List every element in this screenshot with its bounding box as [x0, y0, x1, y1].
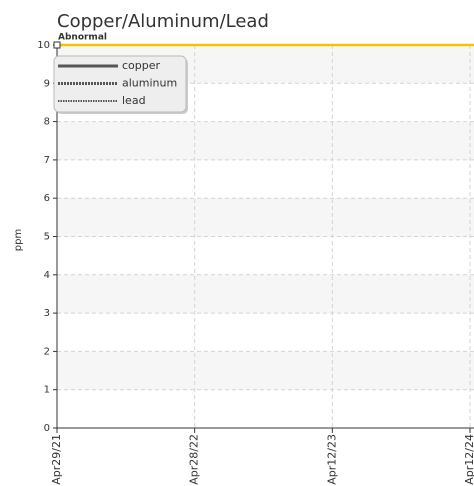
- band: [57, 351, 474, 390]
- x-tick-label: Apr29/21: [50, 434, 63, 485]
- x-tick-label: Apr28/22: [188, 434, 201, 485]
- legend-label: aluminum: [122, 77, 177, 90]
- x-tick-label: Apr12/24: [463, 434, 474, 485]
- y-tick-label: 4: [44, 270, 50, 281]
- band: [57, 198, 474, 237]
- legend-label: lead: [122, 94, 146, 107]
- y-tick-label: 8: [44, 117, 50, 128]
- legend-box: [53, 55, 187, 113]
- y-tick-label: 7: [44, 155, 50, 166]
- legend-label: copper: [122, 59, 161, 72]
- y-tick-label: 9: [44, 78, 50, 89]
- y-tick-label: 0: [44, 423, 50, 434]
- y-tick-label: 5: [44, 232, 50, 243]
- y-axis-label: ppm: [13, 229, 24, 251]
- threshold-marker: [53, 41, 61, 49]
- y-tick-label: 1: [44, 385, 50, 396]
- y-tick-label: 3: [44, 308, 50, 319]
- chart-title: Copper/Aluminum/Lead: [57, 11, 269, 32]
- band: [57, 274, 474, 314]
- threshold-label: Abnormal: [58, 33, 107, 43]
- y-tick-label: 10: [37, 40, 50, 51]
- y-tick-label: 2: [44, 346, 50, 357]
- y-tick-label: 6: [44, 193, 50, 204]
- band: [57, 121, 474, 160]
- x-tick-label: Apr12/23: [325, 434, 338, 485]
